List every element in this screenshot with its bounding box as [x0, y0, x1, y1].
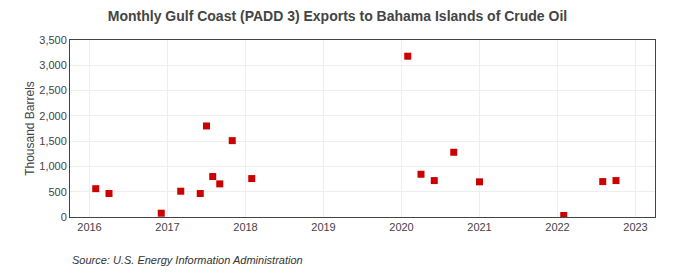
svg-text:Monthly Gulf Coast (PADD 3) Ex: Monthly Gulf Coast (PADD 3) Exports to B…	[108, 8, 567, 24]
svg-text:2018: 2018	[233, 221, 257, 233]
svg-text:0: 0	[61, 211, 67, 223]
svg-text:3,000: 3,000	[39, 59, 67, 71]
svg-text:1,500: 1,500	[39, 135, 67, 147]
svg-text:1,000: 1,000	[39, 160, 67, 172]
svg-text:2023: 2023	[623, 221, 647, 233]
svg-text:3,500: 3,500	[39, 34, 67, 46]
svg-text:2017: 2017	[155, 221, 179, 233]
svg-text:2016: 2016	[77, 221, 101, 233]
svg-text:Source: U.S. Energy Informatio: Source: U.S. Energy Information Administ…	[72, 254, 303, 266]
svg-text:2019: 2019	[311, 221, 335, 233]
svg-text:2020: 2020	[389, 221, 413, 233]
svg-text:2,500: 2,500	[39, 84, 67, 96]
svg-text:2022: 2022	[545, 221, 569, 233]
svg-text:2,000: 2,000	[39, 110, 67, 122]
svg-text:2021: 2021	[467, 221, 491, 233]
svg-text:500: 500	[48, 186, 66, 198]
svg-text:Thousand Barrels: Thousand Barrels	[23, 81, 37, 176]
